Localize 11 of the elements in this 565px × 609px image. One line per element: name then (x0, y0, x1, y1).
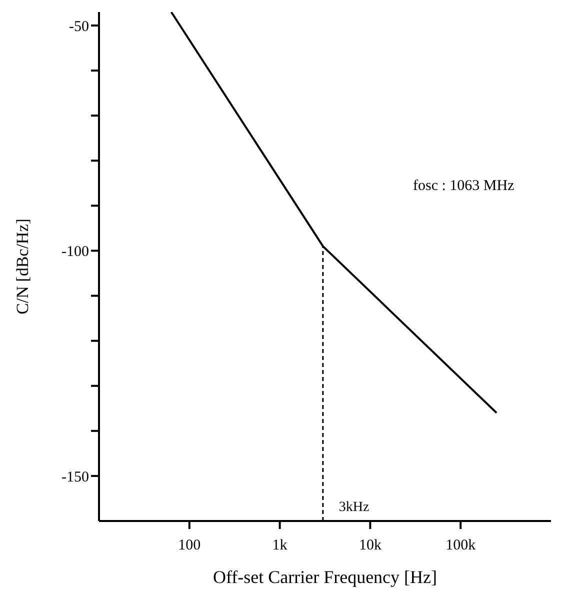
x-tick-label: 100k (446, 538, 476, 554)
y-axis-title: C/N [dBc/Hz] (13, 218, 32, 314)
y-tick-label: -50 (69, 18, 89, 35)
annotation: fosc : 1063 MHz (413, 178, 514, 195)
x-tick-label: 1k (272, 538, 288, 554)
y-tick-label: -150 (62, 469, 89, 486)
y-tick-label: -100 (62, 244, 89, 260)
x-tick-label: 10k (358, 538, 382, 554)
x-tick-label: 100 (178, 538, 201, 554)
ref-line-label: 3kHz (338, 500, 370, 515)
x-axis-title: Off-set Carrier Frequency [Hz] (212, 567, 438, 587)
